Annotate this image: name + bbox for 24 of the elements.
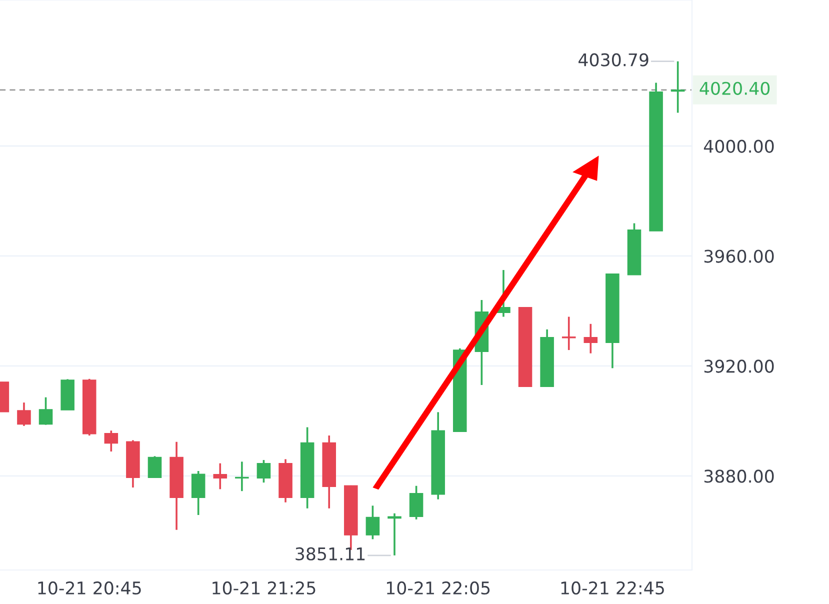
- annotation: 4030.79: [578, 53, 648, 66]
- x-tick-label: 10-21 21:25: [212, 581, 316, 595]
- y-tick-label: 3920.00: [704, 360, 774, 373]
- candlestick: [562, 316, 576, 351]
- candlestick: [104, 430, 118, 452]
- y-tick-label: 3880.00: [704, 470, 774, 483]
- candlestick: [256, 459, 271, 484]
- candlestick: [148, 455, 162, 479]
- y-tick-label: 3960.00: [704, 250, 774, 263]
- y-tick-label: 4000.00: [704, 140, 774, 153]
- candlestick: [38, 396, 53, 426]
- candlestick: [584, 323, 598, 354]
- ref-line-label: 4020.40: [700, 82, 770, 95]
- candlestick: [366, 504, 380, 540]
- x-tick-label: 10-21 22:45: [561, 581, 664, 595]
- candlestick: [235, 460, 249, 492]
- candlestick: [213, 462, 228, 490]
- candlestick: [191, 470, 206, 516]
- candlestick: [17, 402, 31, 427]
- x-tick-label: 10-21 22:05: [386, 581, 490, 595]
- candlestick: [670, 60, 685, 114]
- candlestick: [409, 484, 424, 520]
- x-tick-label: 10-21 20:45: [38, 581, 141, 595]
- annotation: 3851.11: [296, 547, 365, 560]
